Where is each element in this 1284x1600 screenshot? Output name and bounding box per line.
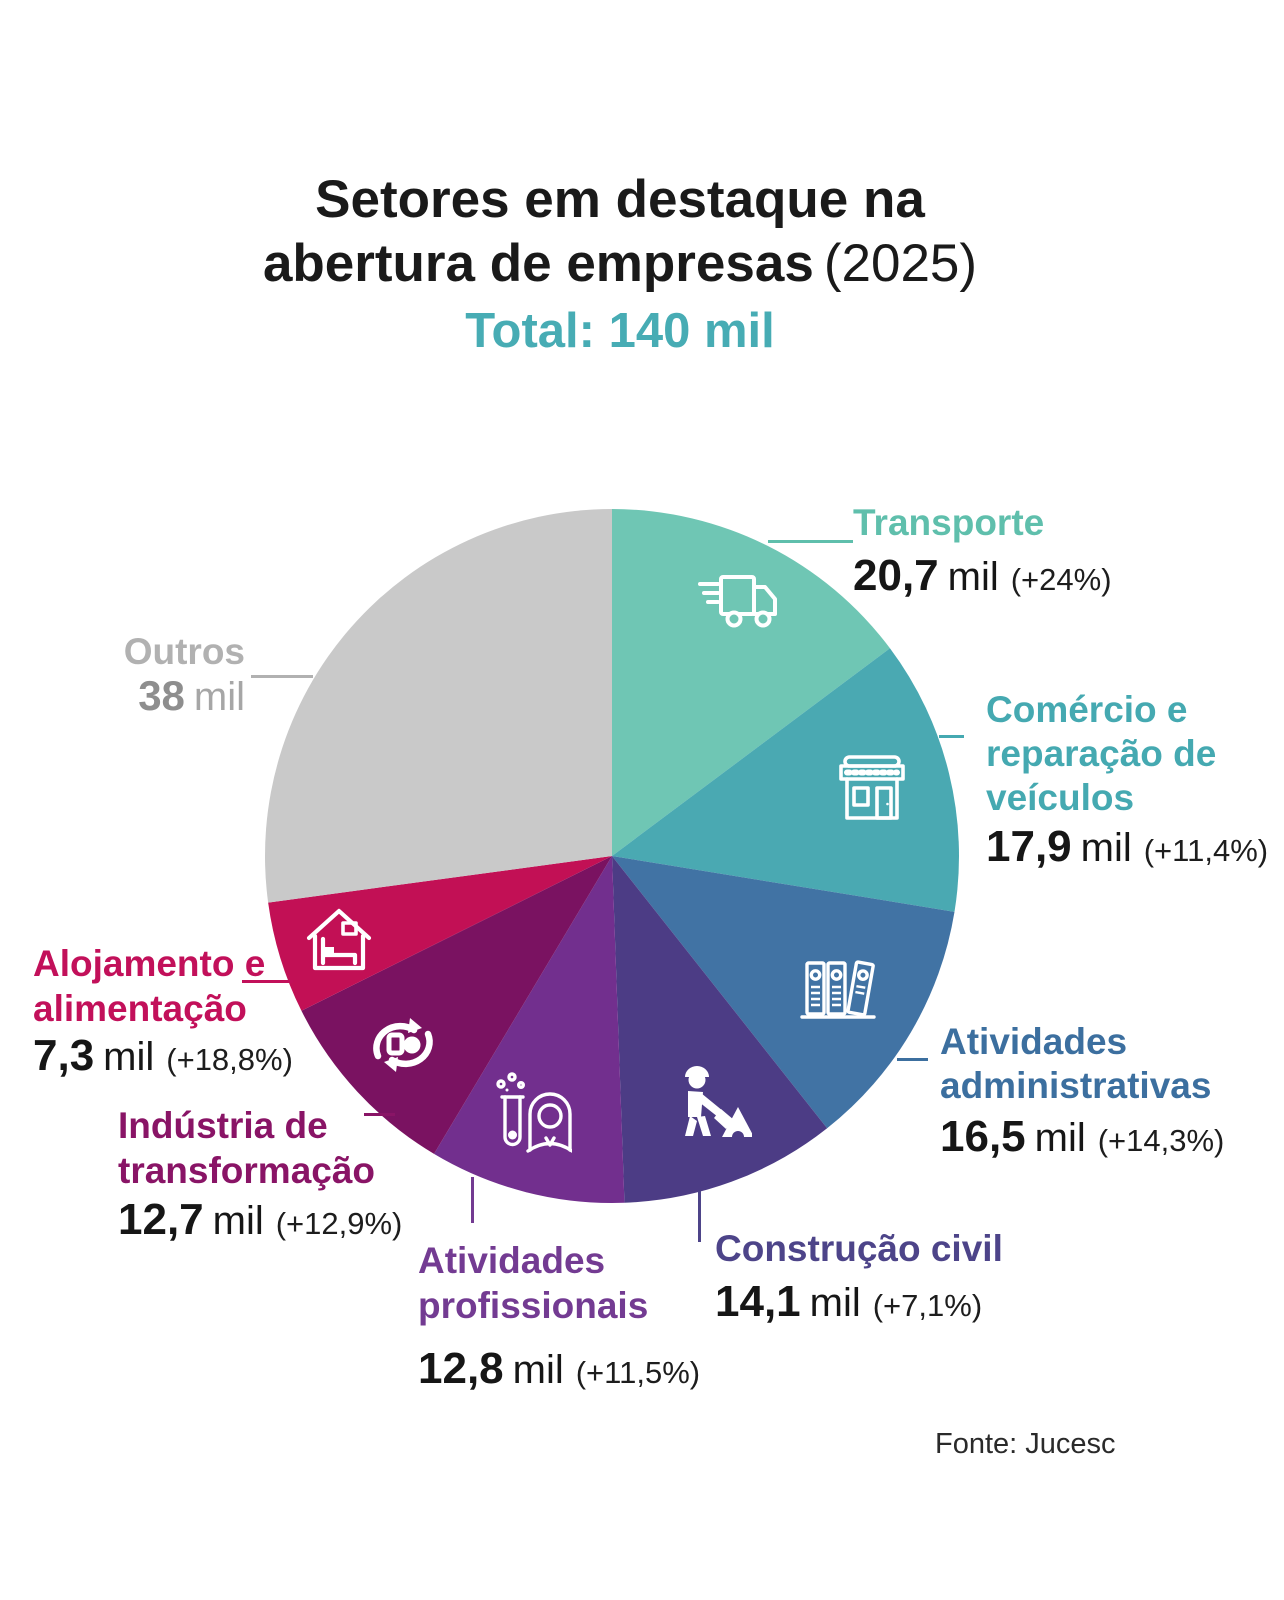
- source-credit: Fonte: Jucesc: [935, 1428, 1116, 1460]
- pie-slice-profissionais: [434, 856, 625, 1204]
- slice-label: Construção civil: [715, 1228, 1003, 1269]
- slice-label: Alojamento e: [33, 943, 266, 984]
- title-total: Total: 140 mil: [465, 304, 775, 358]
- slice-value-number: 12,7: [118, 1195, 204, 1244]
- leader-line-construcao: [698, 1191, 701, 1242]
- slice-value-number: 38: [138, 672, 185, 719]
- house-bed-icon: [306, 908, 372, 971]
- callout-outros: Outros 38 mil: [95, 632, 245, 720]
- slice-growth: (+18,8%): [166, 1042, 293, 1077]
- transformation-arrows-icon: [373, 1018, 433, 1072]
- slice-value-number: 16,5: [940, 1112, 1026, 1161]
- slice-growth: (+14,3%): [1097, 1123, 1225, 1158]
- callout-profissionais: Atividades profissionais 12,8 mil (+11,5…: [418, 1238, 700, 1394]
- slice-label: veículos: [986, 777, 1135, 818]
- slice-label: Comércio e: [986, 689, 1188, 730]
- pie-slice-industria: [301, 856, 612, 1154]
- construction-worker-icon: [685, 1066, 752, 1137]
- pie-slice-administrativas: [612, 856, 955, 1129]
- slice-value: 14,1 mil (+7,1%): [715, 1277, 1003, 1327]
- slice-growth: (+11,5%): [575, 1355, 701, 1390]
- callout-industria: Indústria de transformação 12,7 mil (+12…: [118, 1103, 402, 1245]
- slice-value-unit: mil: [512, 1348, 564, 1392]
- slice-value-number: 7,3: [33, 1031, 95, 1080]
- slice-value: 7,3 mil (+18,8%): [33, 1031, 293, 1081]
- title-line-2: abertura de empresas (2025): [0, 232, 1240, 296]
- slice-label: transformação: [118, 1150, 376, 1191]
- callout-comercio: Comércio e reparação de veículos 17,9 mi…: [986, 688, 1268, 872]
- slice-growth: (+24%): [1010, 562, 1112, 597]
- pie-slice-outros: [264, 509, 612, 903]
- title-line-1: Setores em destaque na: [315, 170, 925, 229]
- slice-label: Indústria de: [118, 1105, 328, 1146]
- slice-value: 12,7 mil (+12,9%): [118, 1195, 402, 1245]
- slice-label: Atividades: [940, 1021, 1128, 1062]
- slice-value-unit: mil: [947, 555, 999, 599]
- callout-administrativas: Atividades administrativas 16,5 mil (+14…: [940, 1020, 1224, 1162]
- slice-label: profissionais: [418, 1285, 649, 1326]
- slice-value-unit: mil: [1080, 826, 1132, 870]
- slice-label: Transporte: [853, 502, 1045, 543]
- slice-value-unit: mil: [103, 1035, 155, 1079]
- slice-label: reparação de: [986, 733, 1217, 774]
- slice-growth: (+7,1%): [872, 1288, 983, 1323]
- scientist-icon: [496, 1072, 572, 1153]
- callout-transporte: Transporte 20,7 mil (+24%): [853, 500, 1112, 601]
- leader-line-alojamento: [242, 980, 293, 983]
- slice-growth: (+12,9%): [275, 1206, 403, 1241]
- slice-value: 17,9 mil (+11,4%): [986, 822, 1268, 872]
- storefront-icon: [839, 755, 905, 820]
- leader-line-outros: [251, 675, 313, 678]
- slice-value: 20,7 mil (+24%): [853, 551, 1112, 601]
- binders-icon: [800, 960, 876, 1019]
- slice-value: 38 mil: [95, 672, 245, 720]
- slice-label: Outros: [123, 631, 245, 672]
- pie-slice-comercio: [612, 648, 959, 912]
- slice-value-unit: mil: [212, 1199, 264, 1243]
- pie-slice-construcao: [612, 856, 828, 1203]
- slice-label: alimentação: [33, 988, 247, 1029]
- slice-value: 12,8 mil (+11,5%): [418, 1344, 700, 1394]
- slice-value-number: 12,8: [418, 1344, 504, 1393]
- slice-value-number: 14,1: [715, 1277, 801, 1326]
- slice-label: Atividades: [418, 1240, 606, 1281]
- callout-alojamento: Alojamento e alimentação 7,3 mil (+18,8%…: [33, 941, 293, 1081]
- slice-value-unit: mil: [809, 1281, 861, 1325]
- slice-label: administrativas: [940, 1065, 1212, 1106]
- slice-value: 16,5 mil (+14,3%): [940, 1112, 1224, 1162]
- callout-construcao: Construção civil 14,1 mil (+7,1%): [715, 1226, 1003, 1327]
- truck-icon: [698, 575, 777, 628]
- slice-value-unit: mil: [193, 675, 245, 719]
- leader-line-comercio: [939, 735, 964, 738]
- slice-value-number: 17,9: [986, 822, 1072, 871]
- slice-value-unit: mil: [1034, 1116, 1086, 1160]
- title-line-2-bold: abertura de empresas: [262, 234, 814, 293]
- slice-value-number: 20,7: [853, 551, 939, 600]
- leader-line-administrativas: [897, 1058, 928, 1061]
- title-year: (2025): [823, 234, 978, 293]
- leader-line-transporte: [768, 540, 853, 543]
- slice-growth: (+11,4%): [1143, 833, 1269, 868]
- pie-slice-transporte: [612, 509, 890, 856]
- pie-slice-alojamento: [268, 856, 612, 1011]
- chart-title: Setores em destaque na abertura de empre…: [0, 168, 1240, 361]
- leader-line-industria: [364, 1113, 395, 1116]
- leader-line-profissionais: [471, 1177, 474, 1223]
